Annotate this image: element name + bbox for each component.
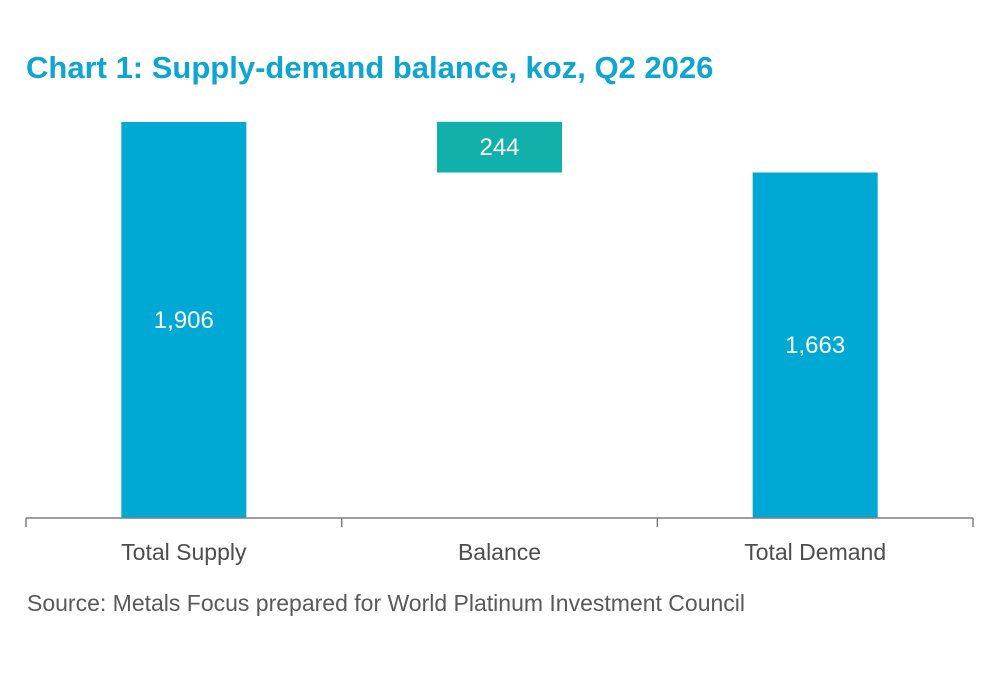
bar-total-supply (121, 122, 247, 518)
bars-group (121, 121, 878, 518)
x-axis-tick-labels: Total Supply Balance Total Demand (121, 539, 886, 565)
bar-value-labels: 1,906 244 1,663 (154, 134, 845, 359)
tick-label-balance: Balance (458, 539, 541, 565)
bar-balance (437, 121, 562, 173)
tick-label-total-supply: Total Supply (121, 539, 247, 565)
value-label-balance: 244 (479, 134, 519, 161)
value-label-total-supply: 1,906 (154, 307, 214, 334)
source-note: Source: Metals Focus prepared for World … (27, 590, 745, 616)
tick-label-total-demand: Total Demand (744, 539, 886, 565)
chart-title: Chart 1: Supply-demand balance, koz, Q2 … (26, 50, 714, 85)
bar-total-demand (752, 172, 878, 518)
value-label-total-demand: 1,663 (785, 332, 845, 359)
x-axis-ticks (25, 518, 974, 527)
